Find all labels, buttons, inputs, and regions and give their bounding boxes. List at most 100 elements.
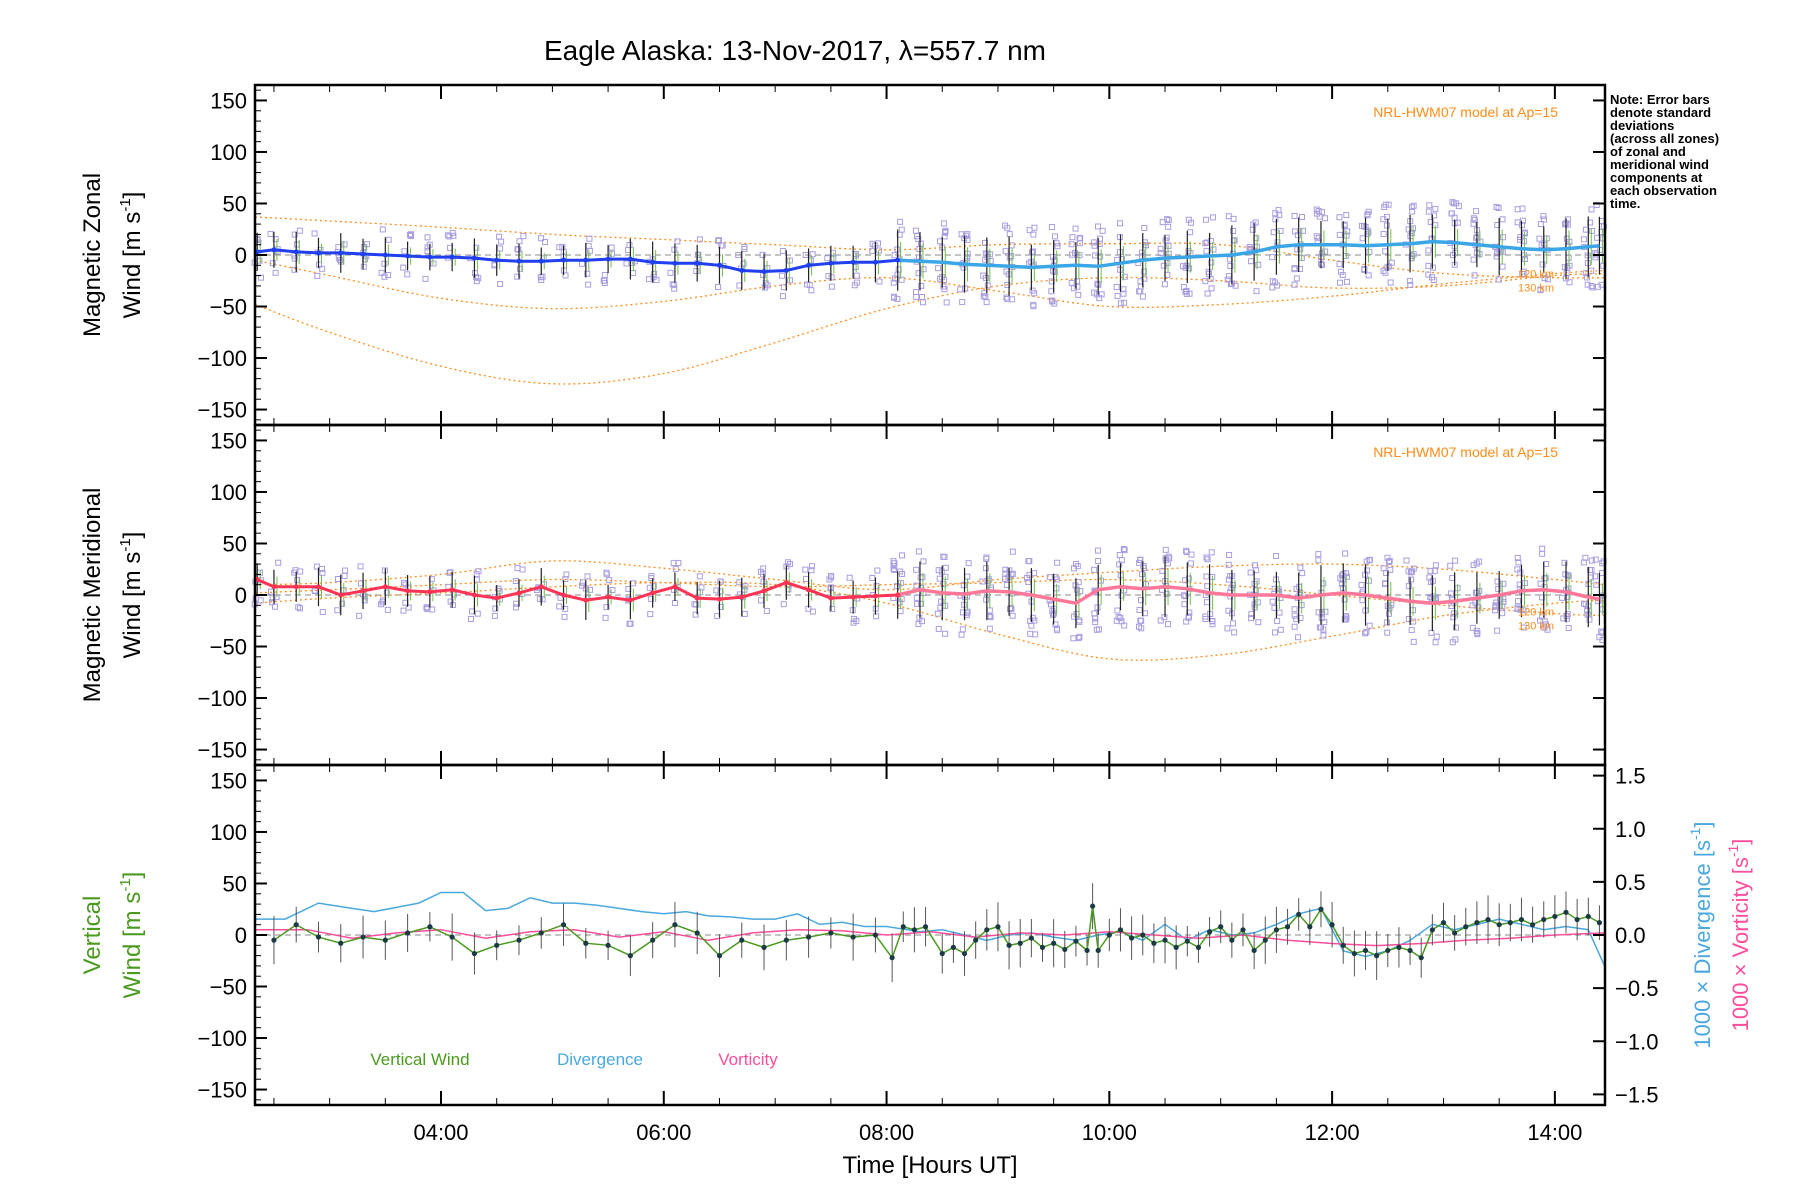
- zone-marker: [1252, 587, 1259, 594]
- vorticity-axis-title: 1000 × Vorticity [s-1]: [1725, 839, 1753, 1032]
- vertical-wind-point: [471, 950, 478, 957]
- zone-marker: [1297, 564, 1304, 571]
- zone-marker: [1163, 234, 1170, 241]
- zone-marker: [1247, 569, 1254, 576]
- zone-marker: [1272, 210, 1279, 217]
- zone-marker: [1210, 246, 1217, 253]
- zone-marker: [1004, 281, 1011, 288]
- zone-marker: [980, 272, 987, 279]
- height-label: 120 km: [1518, 607, 1554, 619]
- zone-marker: [1499, 216, 1506, 223]
- zone-marker: [1452, 624, 1459, 631]
- wind-point: [293, 584, 299, 590]
- zone-marker: [1425, 262, 1432, 269]
- zone-marker: [1363, 628, 1370, 635]
- zone-marker: [341, 241, 348, 248]
- zone-marker: [1009, 548, 1016, 555]
- vertical-wind-point: [1340, 942, 1346, 948]
- zone-marker: [912, 289, 919, 296]
- zone-marker: [1095, 626, 1102, 633]
- zone-marker: [1138, 249, 1145, 256]
- zone-marker: [672, 565, 679, 572]
- zone-marker: [809, 251, 816, 258]
- vertical-wind-point: [1073, 938, 1079, 944]
- zone-marker: [314, 272, 321, 279]
- zone-marker: [626, 620, 633, 627]
- zone-marker: [869, 574, 876, 581]
- vertical-wind-point: [984, 927, 990, 933]
- legend-divergence: Divergence: [557, 1050, 643, 1069]
- zone-marker: [1595, 283, 1602, 290]
- zone-marker: [1450, 610, 1457, 617]
- zone-marker: [920, 266, 927, 273]
- zone-marker: [1313, 233, 1320, 240]
- zone-marker: [601, 271, 608, 278]
- zone-marker: [983, 299, 990, 306]
- zone-marker: [919, 618, 926, 625]
- zone-marker: [1049, 611, 1056, 618]
- zone-marker: [1580, 236, 1587, 243]
- zone-marker: [1589, 227, 1596, 234]
- vertical-wind-point: [627, 953, 633, 959]
- vertical-wind-point: [805, 934, 812, 940]
- zone-marker: [1495, 585, 1502, 592]
- zone-marker: [295, 604, 302, 611]
- zone-marker: [1588, 206, 1595, 213]
- axis-unit-close: ]: [119, 192, 146, 199]
- zone-marker: [297, 605, 304, 612]
- vertical-panel: Vertical Wind Divergence Vorticity 1.5 1.0 0.…: [79, 764, 1753, 1179]
- zone-marker: [473, 274, 480, 281]
- zone-marker: [1139, 571, 1146, 578]
- vertical-wind-point: [494, 942, 500, 948]
- zone-marker: [913, 566, 920, 573]
- note-line-5: of zonal and: [1610, 144, 1686, 159]
- vertical-wind-point: [1429, 927, 1435, 933]
- zone-marker: [890, 566, 897, 573]
- zone-marker: [491, 612, 498, 619]
- zone-marker: [1358, 581, 1365, 588]
- zone-marker: [1225, 213, 1232, 220]
- zone-marker: [1514, 554, 1521, 561]
- zone-marker: [586, 235, 593, 242]
- zone-marker: [669, 281, 676, 288]
- zone-marker: [1493, 204, 1500, 211]
- vertical-wind-point: [872, 932, 879, 938]
- zone-marker: [609, 250, 616, 257]
- zone-marker: [1494, 627, 1501, 634]
- zone-marker: [1293, 275, 1300, 282]
- zonal-axis-title-line2: Wind [m s-1]: [117, 192, 146, 319]
- x-tick-label: 08:00: [859, 1120, 914, 1145]
- zone-marker: [1341, 221, 1348, 228]
- wind-point: [293, 249, 299, 255]
- zone-marker: [1291, 281, 1298, 288]
- zone-marker: [408, 232, 415, 239]
- zone-marker: [1203, 248, 1210, 255]
- zone-marker: [980, 293, 987, 300]
- zone-marker: [1137, 597, 1144, 604]
- zone-marker: [1205, 268, 1212, 275]
- zone-marker: [1469, 602, 1476, 609]
- model-curve: [254, 259, 1606, 310]
- zone-marker: [645, 276, 652, 283]
- zone-marker: [1228, 280, 1235, 287]
- zone-marker: [1500, 595, 1507, 602]
- zone-marker: [1052, 621, 1059, 628]
- zone-marker: [1499, 610, 1506, 617]
- zone-marker: [1586, 616, 1593, 623]
- zone-marker: [1099, 227, 1106, 234]
- vertical-wind-point: [538, 930, 544, 936]
- zone-marker: [1157, 245, 1164, 252]
- zone-marker: [982, 250, 989, 257]
- zone-marker: [1003, 294, 1010, 301]
- zone-marker: [808, 567, 815, 574]
- zone-marker: [1343, 212, 1350, 219]
- vertical-wind-point: [1106, 932, 1112, 938]
- vertical-wind-point: [1474, 920, 1480, 926]
- zone-marker: [1121, 299, 1128, 306]
- zone-marker: [1408, 576, 1415, 583]
- zone-marker: [275, 559, 282, 566]
- zone-marker: [983, 554, 990, 561]
- zone-marker: [1227, 262, 1234, 269]
- zone-marker: [1203, 573, 1210, 580]
- vertical-wind-point: [1529, 922, 1536, 928]
